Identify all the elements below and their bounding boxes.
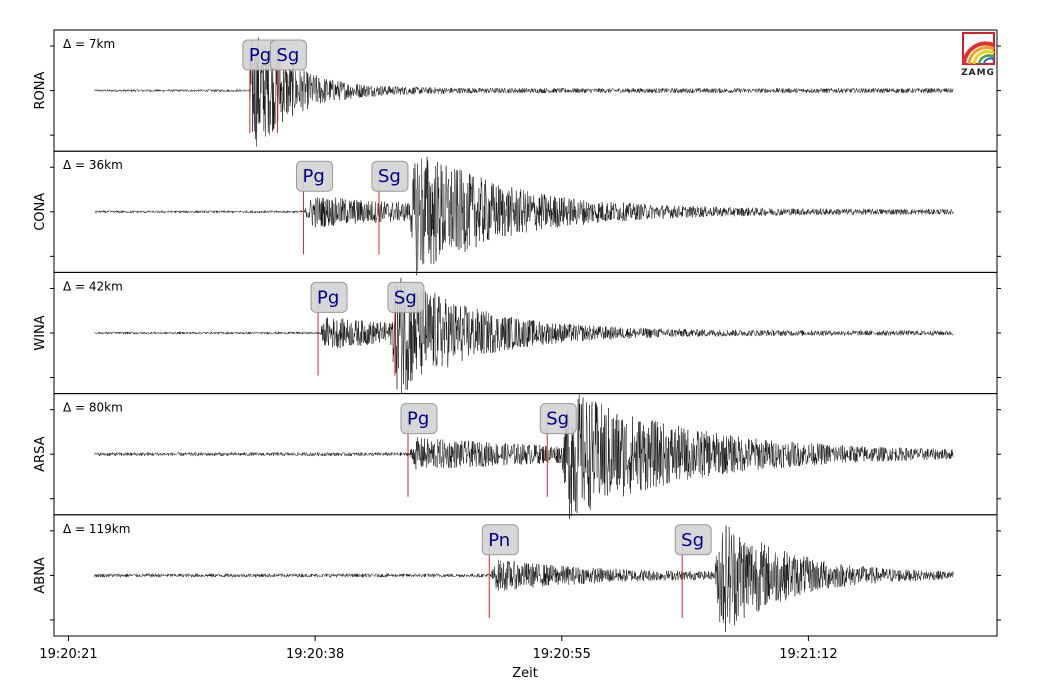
phase-label: Pg [407, 409, 429, 430]
station-label: ABNA [33, 557, 48, 594]
waveform-abna [94, 525, 954, 633]
phase-box [674, 524, 712, 556]
phase-label: Sg [378, 166, 401, 187]
phase-label: Sg [546, 409, 569, 430]
distance-label: Δ = 80km [63, 401, 123, 415]
station-label: RONA [33, 72, 48, 110]
phase-box [269, 39, 307, 71]
x-tick-label: 19:20:55 [533, 647, 591, 662]
phase-box [310, 281, 348, 313]
phase-box [539, 403, 577, 435]
x-tick-label: 19:20:38 [286, 647, 344, 662]
panel-rona: RONA Δ = 7km Pg Sg [33, 29, 1001, 152]
panel-abna: ABNA Δ = 119km Pn Sg [33, 514, 1001, 637]
phase-label: Pn [488, 530, 510, 551]
phase-box [296, 160, 334, 192]
distance-label: Δ = 7km [63, 37, 115, 51]
phase-label: Sg [394, 287, 417, 308]
waveform-cona [94, 156, 954, 276]
panel-wina: WINA Δ = 42km Pg Sg [33, 271, 1001, 395]
phase-label: Sg [681, 530, 704, 551]
phase-label: Pg [249, 45, 271, 66]
distance-label: Δ = 119km [63, 522, 130, 536]
phase-box [400, 403, 438, 435]
station-label: WINA [33, 315, 48, 350]
x-tick-label: 19:20:21 [39, 647, 97, 662]
panel-arsa: ARSA Δ = 80km Pg Sg [33, 393, 1001, 520]
zamg-logo: ZAMG [961, 32, 995, 78]
station-label: ARSA [33, 436, 48, 471]
phase-label: Pg [303, 166, 325, 187]
waveform-wina [94, 277, 954, 394]
waveform-rona [94, 37, 954, 147]
phase-box [371, 160, 409, 192]
x-axis-label: Zeit [512, 666, 538, 681]
distance-label: Δ = 36km [63, 158, 123, 172]
phase-label: Pg [317, 287, 339, 308]
x-tick-label: 19:21:12 [779, 647, 837, 662]
station-label: CONA [33, 193, 48, 231]
panel-cona: CONA Δ = 36km Pg Sg [33, 150, 1001, 276]
phase-box [481, 524, 519, 556]
phase-box [387, 281, 425, 313]
x-axis: 19:20:21 19:20:38 19:20:55 19:21:12 [39, 636, 838, 662]
logo-label: ZAMG [961, 68, 995, 78]
distance-label: Δ = 42km [63, 279, 123, 293]
waveform-arsa [94, 394, 954, 520]
phase-label: Sg [276, 45, 299, 66]
